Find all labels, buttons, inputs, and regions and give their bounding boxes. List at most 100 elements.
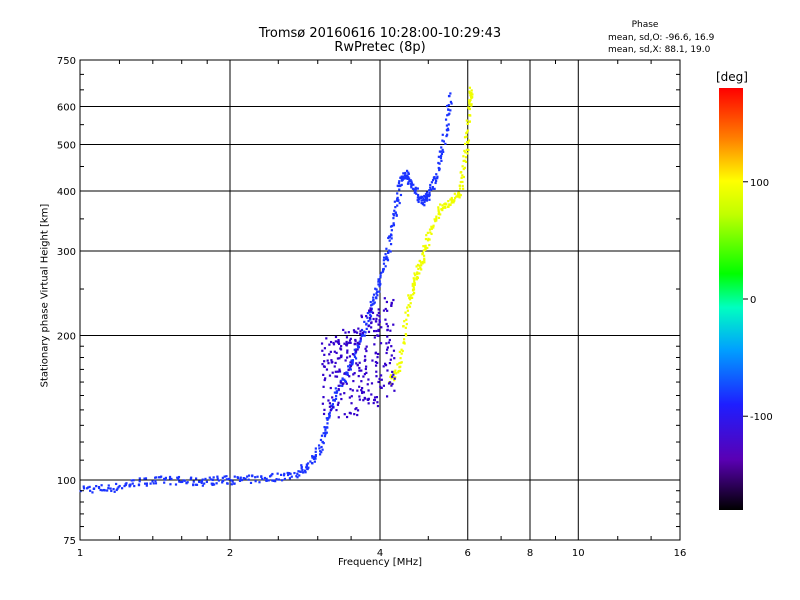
data-point — [417, 196, 420, 199]
data-point — [341, 383, 344, 386]
data-point — [358, 366, 361, 370]
data-point — [189, 477, 192, 480]
data-point — [434, 220, 437, 223]
data-point — [464, 156, 468, 159]
colorbar — [719, 88, 743, 510]
data-point — [363, 359, 366, 362]
data-point — [376, 334, 379, 337]
data-point — [352, 329, 356, 332]
data-point — [370, 393, 373, 396]
y-axis-label: Stationary phase Virtual Height [km] — [39, 203, 51, 388]
data-point — [419, 261, 423, 264]
data-point — [374, 320, 378, 323]
data-point — [144, 477, 148, 480]
data-point — [328, 414, 331, 417]
data-point — [390, 234, 393, 237]
data-point — [298, 474, 301, 477]
data-point — [425, 196, 428, 200]
data-point — [368, 316, 372, 319]
data-point — [324, 426, 327, 429]
data-point — [369, 300, 372, 304]
data-point — [325, 368, 329, 371]
data-point — [369, 307, 372, 310]
data-point — [462, 175, 465, 179]
data-point — [369, 315, 373, 318]
data-point — [347, 368, 350, 372]
data-point — [339, 393, 342, 396]
data-point — [327, 362, 330, 365]
data-point — [369, 313, 372, 317]
data-point — [378, 319, 381, 322]
data-point — [132, 479, 135, 482]
data-point — [304, 471, 307, 474]
data-point — [318, 453, 322, 456]
data-point — [201, 478, 204, 481]
data-point — [349, 341, 352, 344]
data-point — [321, 440, 324, 444]
data-point — [392, 212, 395, 216]
data-point — [149, 482, 152, 485]
data-point — [360, 380, 363, 383]
data-point — [406, 182, 410, 185]
data-point — [392, 323, 395, 326]
data-point — [447, 123, 450, 126]
data-point — [447, 128, 450, 132]
data-point — [461, 174, 464, 177]
data-point — [385, 300, 389, 304]
data-point — [392, 222, 395, 225]
data-point — [438, 168, 441, 172]
data-point — [360, 314, 363, 317]
data-point — [422, 199, 425, 202]
data-point — [389, 375, 392, 378]
data-point — [330, 407, 333, 410]
data-point — [399, 193, 403, 197]
data-point — [357, 327, 360, 330]
data-point — [398, 350, 401, 353]
data-point — [311, 455, 314, 458]
data-point — [323, 408, 326, 411]
data-point — [283, 472, 286, 475]
data-point — [427, 237, 430, 240]
data-point — [379, 282, 382, 286]
data-point — [251, 475, 254, 478]
data-point — [380, 378, 383, 381]
data-point — [201, 484, 204, 487]
data-point — [168, 477, 172, 480]
data-point — [466, 152, 469, 155]
data-point — [394, 206, 397, 209]
data-point — [341, 384, 344, 388]
data-point — [384, 318, 387, 321]
data-point — [233, 475, 236, 478]
data-point — [376, 352, 380, 356]
data-point — [384, 364, 388, 367]
data-point — [370, 308, 373, 312]
data-point — [297, 470, 300, 473]
data-point — [352, 379, 355, 383]
data-point — [424, 245, 427, 248]
data-point — [386, 346, 389, 349]
data-point — [314, 447, 317, 450]
data-point — [351, 360, 354, 364]
data-point — [435, 215, 438, 218]
data-point — [392, 349, 396, 352]
data-point — [424, 247, 427, 250]
data-point — [425, 191, 429, 194]
data-point — [375, 375, 378, 378]
data-point — [301, 468, 304, 472]
data-point — [413, 191, 416, 194]
data-point — [384, 258, 387, 261]
data-point — [407, 304, 410, 307]
data-point — [416, 263, 420, 267]
data-point — [380, 271, 383, 274]
data-point — [437, 216, 441, 219]
data-point — [418, 198, 421, 201]
data-point — [423, 194, 426, 198]
data-point — [415, 278, 418, 281]
y-tick-label: 500 — [57, 141, 76, 152]
data-point — [413, 188, 416, 191]
data-point — [346, 342, 349, 346]
data-point — [450, 199, 453, 203]
data-point — [379, 385, 382, 388]
phase-mean-sd-o: mean, sd,O: -96.6, 16.9 — [608, 33, 715, 43]
data-point — [360, 369, 363, 372]
